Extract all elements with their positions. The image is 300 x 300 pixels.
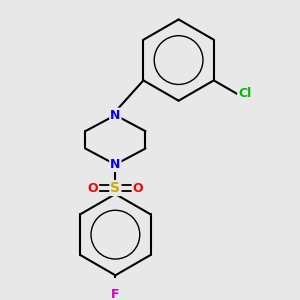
Text: Cl: Cl (238, 87, 251, 101)
Text: S: S (110, 181, 120, 195)
Text: F: F (111, 288, 120, 300)
Text: N: N (110, 109, 121, 122)
Text: O: O (88, 182, 98, 194)
Text: O: O (133, 182, 143, 194)
Text: N: N (110, 158, 121, 171)
